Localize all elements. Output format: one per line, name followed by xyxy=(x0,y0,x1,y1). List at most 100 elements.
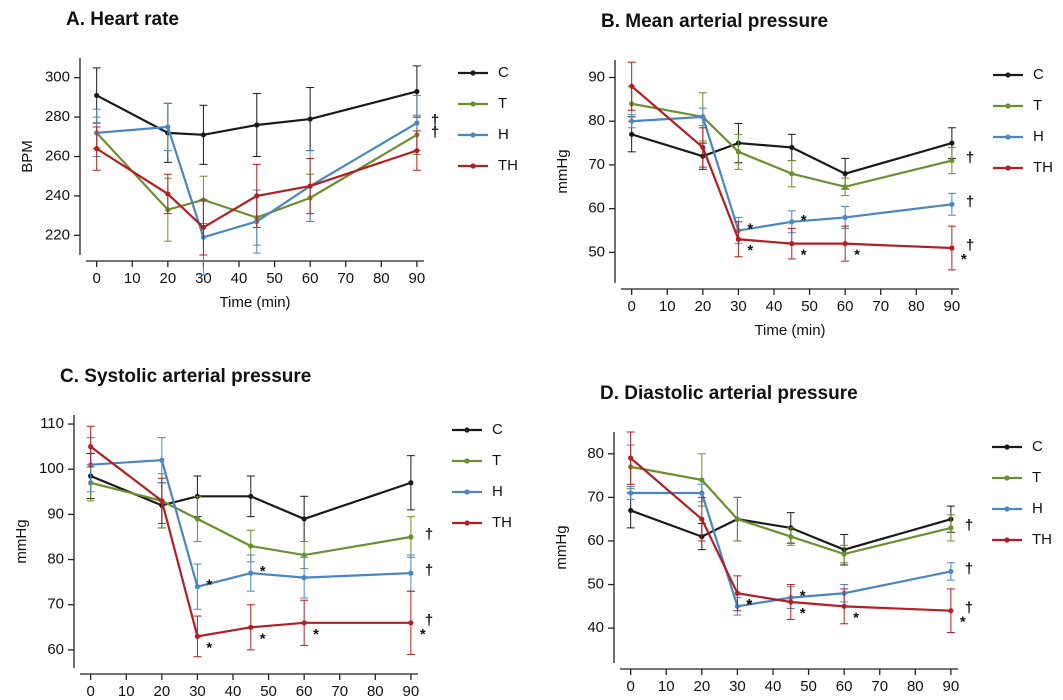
chart-title: D. Diastolic arterial pressure xyxy=(600,383,858,404)
legend-marker xyxy=(1005,103,1011,109)
point xyxy=(699,516,705,522)
y-tick-label: 70 xyxy=(47,596,64,613)
y-axis-label: mmHg xyxy=(553,525,570,569)
point xyxy=(948,525,954,531)
legend-marker xyxy=(470,70,476,76)
point xyxy=(948,568,954,575)
legend-marker xyxy=(470,101,476,107)
x-tick-label: 90 xyxy=(943,678,960,695)
x-tick-label: 70 xyxy=(337,270,354,287)
y-tick-label: 80 xyxy=(588,112,605,129)
y-tick-label: 40 xyxy=(587,619,604,636)
legend-label: C xyxy=(1033,66,1044,83)
series-line xyxy=(95,132,418,219)
point xyxy=(734,516,741,522)
point xyxy=(165,124,171,130)
significance-mark: * xyxy=(206,639,212,656)
point xyxy=(307,116,313,122)
significance-mark: * xyxy=(961,251,967,268)
significance-mark: * xyxy=(260,563,266,580)
x-tick-label: 90 xyxy=(944,298,961,315)
x-tick-label: 50 xyxy=(800,678,817,695)
x-axis-label: Time (min) xyxy=(754,322,825,339)
point xyxy=(700,114,706,120)
legend-label: H xyxy=(498,126,509,143)
legend-label: T xyxy=(1033,97,1042,114)
x-tick-label: 20 xyxy=(153,683,170,700)
x-tick-label: 0 xyxy=(628,298,636,315)
point xyxy=(735,149,742,155)
point xyxy=(948,608,954,614)
y-tick-label: 80 xyxy=(587,445,604,462)
series-line xyxy=(630,85,952,250)
significance-mark: * xyxy=(260,630,266,647)
y-tick-label: 300 xyxy=(45,69,70,86)
significance-mark: * xyxy=(801,247,807,264)
x-tick-label: 40 xyxy=(231,270,248,287)
x-tick-label: 30 xyxy=(730,298,747,315)
end-mark: † xyxy=(965,600,973,617)
y-tick-label: 280 xyxy=(45,108,70,125)
end-mark: † xyxy=(425,562,433,579)
end-mark: † xyxy=(431,124,439,141)
x-tick-label: 60 xyxy=(836,678,853,695)
x-tick-label: 20 xyxy=(693,678,710,695)
point xyxy=(159,457,165,463)
point xyxy=(194,584,201,590)
x-tick-label: 20 xyxy=(694,298,711,315)
point xyxy=(628,507,634,514)
point xyxy=(307,183,313,189)
significance-mark: * xyxy=(800,588,806,605)
series-line xyxy=(630,509,952,551)
legend-marker xyxy=(1005,165,1011,171)
legend-label: TH xyxy=(498,157,518,174)
end-mark: † xyxy=(965,560,973,577)
x-tick-label: 10 xyxy=(124,270,141,287)
point xyxy=(949,245,955,251)
point xyxy=(159,498,165,504)
point xyxy=(628,455,634,461)
legend-marker xyxy=(464,489,470,495)
y-tick-label: 50 xyxy=(588,243,605,260)
y-tick-label: 110 xyxy=(40,415,64,432)
x-tick-label: 60 xyxy=(302,270,319,287)
legend-marker xyxy=(1005,134,1011,140)
legend-label: C xyxy=(498,64,509,81)
point xyxy=(408,620,414,626)
x-tick-label: 0 xyxy=(87,683,95,700)
point xyxy=(628,490,634,496)
x-tick-label: 80 xyxy=(373,270,390,287)
x-tick-label: 70 xyxy=(331,683,348,700)
point xyxy=(735,236,742,242)
significance-mark: * xyxy=(746,596,752,613)
legend-label: C xyxy=(492,421,503,438)
y-tick-label: 260 xyxy=(45,147,70,164)
significance-mark: * xyxy=(853,609,859,626)
point xyxy=(200,132,207,138)
x-tick-label: 70 xyxy=(872,298,889,315)
point xyxy=(789,219,795,225)
y-tick-label: 60 xyxy=(587,532,604,549)
significance-mark: * xyxy=(854,247,860,264)
point xyxy=(699,490,705,496)
series-line xyxy=(96,122,418,239)
point xyxy=(248,543,254,549)
legend-label: T xyxy=(498,95,507,112)
legend-label: T xyxy=(492,452,501,469)
chart-title: B. Mean arterial pressure xyxy=(601,11,828,32)
point xyxy=(629,118,635,124)
end-mark: † xyxy=(966,150,974,167)
legend-marker xyxy=(464,520,470,526)
significance-mark: * xyxy=(420,626,426,643)
point xyxy=(734,590,741,596)
end-mark: † xyxy=(425,526,433,543)
point xyxy=(194,516,201,522)
point xyxy=(194,633,201,639)
x-tick-label: 10 xyxy=(659,298,676,315)
legend-marker xyxy=(1005,72,1011,78)
y-axis-label: mmHg xyxy=(13,519,30,563)
y-axis-label: BPM xyxy=(19,140,36,173)
point xyxy=(248,624,254,630)
legend-marker xyxy=(470,163,476,169)
